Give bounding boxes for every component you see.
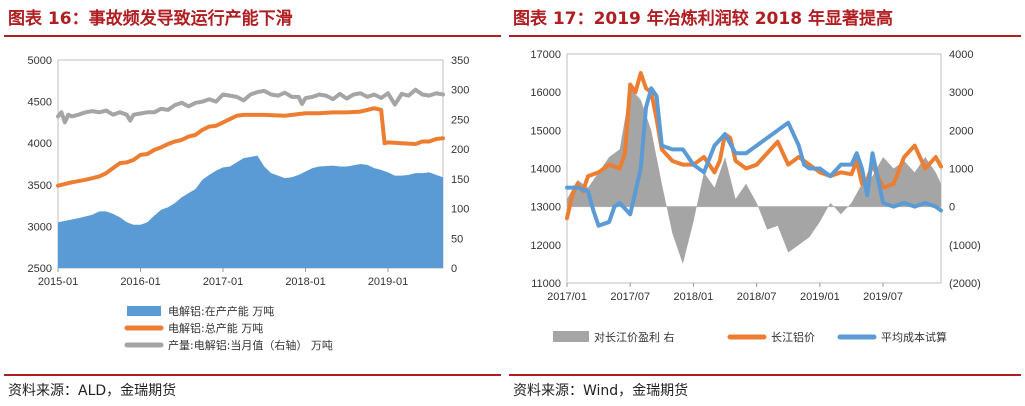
left-legend-label: 电解铝:在产产能 万吨: [168, 304, 274, 318]
right-y-left-tick-label: 12000: [530, 240, 561, 252]
left-series-2-line: [56, 106, 445, 188]
left-chart-title: 图表 16：事故频发导致运行产能下滑: [8, 9, 293, 29]
left-series-3-line: [56, 87, 445, 125]
right-y-right-tick-label: 2000: [949, 125, 973, 137]
left-y-right-tick-label: 150: [451, 174, 469, 186]
left-x-tick-label: 2017-01: [203, 276, 243, 288]
right-x-tick-label: 2019/07: [863, 291, 903, 303]
left-y-right-tick-label: 200: [451, 144, 469, 156]
right-x-tick-label: 2018/07: [737, 291, 777, 303]
right-series-1-area: [567, 88, 941, 264]
left-y-left-tick-label: 3500: [28, 180, 52, 192]
left-x-tick-label: 2015-01: [38, 276, 78, 288]
right-y-right-tick-label: 0: [949, 202, 955, 214]
left-y-left-tick-label: 4500: [28, 97, 52, 109]
left-y-left-tick-label: 5000: [28, 55, 52, 67]
left-legend-label: 电解铝:总产能 万吨: [168, 321, 263, 335]
right-chart: 11000 12000 13000 14000 15000 16000 17000 (2000…: [530, 49, 981, 344]
right-y-right-tick-label: (2000): [949, 278, 981, 290]
left-y-left-tick-label: 3000: [28, 221, 52, 233]
left-source: 资料来源：ALD，金瑞期货: [8, 383, 177, 399]
right-y-right-tick-label: 3000: [949, 87, 973, 99]
left-source-rule: [4, 374, 501, 376]
right-series-3-line: [565, 86, 943, 228]
left-chart: 2500 3000 3500 4000 4500 5000 0 50 100 150 200 250 3…: [28, 55, 470, 352]
right-legend-label: 对长江价盈利 右: [594, 330, 675, 344]
left-x-tick-label: 2019-01: [368, 276, 408, 288]
right-x-tick-label: 2018/01: [674, 291, 714, 303]
right-chart-title: 图表 17：2019 年冶炼利润较 2018 年显著提高: [513, 9, 893, 29]
left-y-right-tick-label: 0: [451, 263, 457, 275]
right-legend-label: 长江铝价: [771, 330, 815, 344]
right-y-right-tick-label: 1000: [949, 164, 973, 176]
left-y-right-tick-label: 250: [451, 114, 469, 126]
right-y-left-tick-label: 17000: [530, 49, 561, 61]
right-x-tick-label: 2019/01: [800, 291, 840, 303]
right-y-right-tick-label: (1000): [949, 240, 981, 252]
left-y-left-tick-label: 4000: [28, 138, 52, 150]
right-source: 资料来源：Wind，金瑞期货: [513, 383, 689, 399]
right-legend-label: 平均成本试算: [881, 330, 947, 344]
right-chart-panel: 图表 17：2019 年冶炼利润较 2018 年显著提高 11000 12000 1…: [505, 0, 1025, 406]
right-legend-swatch: [553, 331, 589, 342]
right-x-tick-label: 2017/07: [610, 291, 650, 303]
right-source-rule: [509, 374, 1021, 376]
left-series-1-area: [58, 155, 443, 268]
left-x-tick-label: 2018-01: [285, 276, 325, 288]
left-x-tick-label: 2016-01: [120, 276, 160, 288]
right-y-left-tick-label: 13000: [530, 202, 561, 214]
left-y-right-tick-label: 100: [451, 204, 469, 216]
left-legend-label: 产量:电解铝:当月值（右轴） 万吨: [168, 338, 333, 352]
left-y-right-tick-label: 50: [451, 233, 463, 245]
right-y-left-tick-label: 11000: [531, 278, 561, 290]
right-x-tick-label: 2017/01: [547, 291, 587, 303]
left-y-right-tick-label: 300: [451, 85, 469, 97]
right-y-left-tick-label: 14000: [530, 164, 561, 176]
right-y-left-tick-label: 15000: [530, 125, 561, 137]
right-title-rule: [509, 35, 1021, 37]
right-y-left-tick-label: 16000: [530, 87, 561, 99]
left-legend-swatch: [127, 306, 161, 316]
left-y-left-tick-label: 2500: [28, 263, 52, 275]
right-y-right-tick-label: 4000: [949, 49, 973, 61]
left-y-right-tick-label: 350: [451, 55, 469, 67]
left-title-rule: [4, 35, 501, 37]
left-chart-panel: 图表 16：事故频发导致运行产能下滑 2500 3000 3500 4000 4500 5…: [0, 0, 505, 406]
